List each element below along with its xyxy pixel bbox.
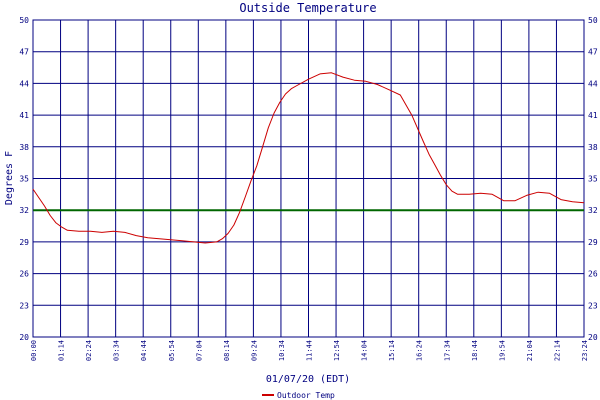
axis-ticks: 20 20 23 23 26 26 29 29 32 32 35 35 38 38 41 41 44 44 47 47… — [19, 16, 597, 361]
y-tick-label-left: 50 — [19, 16, 29, 25]
x-tick-label: 22:14 — [553, 340, 561, 361]
y-tick-label-left: 23 — [19, 301, 29, 310]
chart-grid — [32, 19, 585, 338]
y-tick-label-right: 29 — [588, 238, 598, 247]
y-tick-label-right: 32 — [588, 206, 598, 215]
x-tick-label: 04:44 — [140, 340, 148, 361]
x-tick-label: 00:00 — [30, 340, 38, 361]
y-tick-label-right: 23 — [588, 301, 598, 310]
x-tick-label: 17:34 — [443, 340, 451, 361]
y-tick-label-right: 38 — [588, 143, 598, 152]
y-tick-label-right: 20 — [588, 333, 598, 342]
legend-label: Outdoor Temp — [277, 391, 335, 400]
x-tick-label: 18:44 — [471, 340, 479, 361]
y-tick-label-left: 38 — [19, 143, 29, 152]
y-tick-label-left: 20 — [19, 333, 29, 342]
y-tick-label-right: 44 — [588, 79, 598, 88]
x-tick-label: 23:24 — [581, 340, 589, 361]
y-tick-label-left: 29 — [19, 238, 29, 247]
plot-area — [32, 72, 585, 244]
y-tick-label-left: 44 — [19, 79, 29, 88]
x-tick-label: 10:34 — [278, 340, 286, 361]
x-tick-label: 05:54 — [168, 340, 176, 361]
x-tick-label: 01:14 — [58, 340, 66, 361]
y-tick-label-left: 35 — [19, 175, 29, 184]
x-tick-label: 09:24 — [250, 340, 258, 361]
x-tick-label: 21:04 — [526, 340, 534, 361]
y-tick-label-right: 47 — [588, 48, 598, 57]
x-tick-label: 11:44 — [306, 340, 314, 361]
y-tick-label-left: 26 — [19, 270, 29, 279]
y-tick-label-left: 47 — [19, 48, 29, 57]
chart-legend: Outdoor Temp — [262, 391, 335, 400]
x-tick-label: 14:04 — [361, 340, 369, 361]
x-tick-label: 02:24 — [85, 340, 93, 361]
series-line-outdoor-temp — [32, 72, 585, 244]
x-tick-label: 12:54 — [333, 340, 341, 361]
y-tick-label-right: 50 — [588, 16, 598, 25]
y-tick-label-left: 41 — [19, 111, 29, 120]
x-axis-label: 01/07/20 (EDT) — [266, 374, 350, 385]
x-tick-label: 15:14 — [388, 340, 396, 361]
y-tick-label-right: 35 — [588, 175, 598, 184]
x-tick-label: 03:34 — [113, 340, 121, 361]
y-axis-label: Degrees F — [4, 151, 15, 205]
x-tick-label: 08:14 — [223, 340, 231, 361]
x-tick-label: 19:54 — [498, 340, 506, 361]
x-tick-label: 07:04 — [195, 340, 203, 361]
y-tick-label-left: 32 — [19, 206, 29, 215]
chart-title: Outside Temperature — [239, 1, 376, 15]
y-tick-label-right: 26 — [588, 270, 598, 279]
y-tick-label-right: 41 — [588, 111, 598, 120]
x-tick-label: 16:24 — [416, 340, 424, 361]
